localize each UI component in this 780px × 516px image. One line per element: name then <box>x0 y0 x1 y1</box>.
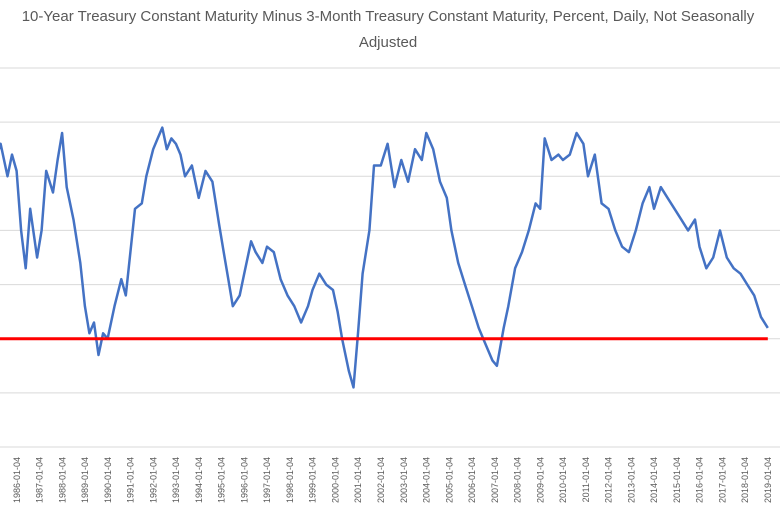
x-tick-label: 2014-01-04 <box>649 457 659 503</box>
chart-title-line1: 10-Year Treasury Constant Maturity Minus… <box>22 8 755 25</box>
x-tick-label: 2001-01-04 <box>353 457 363 503</box>
x-tick-label: 2015-01-04 <box>672 457 682 503</box>
x-tick-label: 1997-01-04 <box>262 457 272 503</box>
chart-title-line2: Adjusted <box>359 34 417 51</box>
x-tick-label: 2007-01-04 <box>490 457 500 503</box>
x-tick-label: 2017-01-04 <box>717 457 727 503</box>
x-tick-label: 1990-01-04 <box>103 457 113 503</box>
x-tick-label: 2012-01-04 <box>604 457 614 503</box>
x-tick-label: 1995-01-04 <box>217 457 227 503</box>
x-tick-label: 2009-01-04 <box>535 457 545 503</box>
gridlines <box>0 67 780 448</box>
x-tick-label: 1996-01-04 <box>239 457 249 503</box>
x-tick-label: 1986-01-04 <box>12 457 22 503</box>
x-tick-label: 1988-01-04 <box>57 457 67 503</box>
x-tick-label: 1989-01-04 <box>80 457 90 503</box>
x-tick-label: 2016-01-04 <box>695 457 705 503</box>
x-tick-label: 2006-01-04 <box>467 457 477 503</box>
x-tick-label: 2002-01-04 <box>376 457 386 503</box>
x-tick-labels: 1986-01-04 1987-01-04 1988-01-04 1989-01-04… <box>12 457 773 503</box>
x-tick-label: 2013-01-04 <box>626 457 636 503</box>
x-tick-label: 2019-01-04 <box>763 457 773 503</box>
x-tick-label: 2004-01-04 <box>422 457 432 503</box>
x-tick-label: 2011-01-04 <box>581 457 591 502</box>
x-tick-label: 2005-01-04 <box>444 457 454 503</box>
x-tick-label: 1998-01-04 <box>285 457 295 503</box>
x-tick-label: 2003-01-04 <box>399 457 409 503</box>
x-tick-label: 1991-01-04 <box>126 457 136 503</box>
series-lines <box>0 126 769 389</box>
x-tick-label: 1992-01-04 <box>148 457 158 503</box>
x-tick-label: 1987-01-04 <box>35 457 45 503</box>
x-tick-label: 2018-01-04 <box>740 457 750 503</box>
x-tick-label: 2008-01-04 <box>513 457 523 503</box>
x-tick-label: 1999-01-04 <box>308 457 318 503</box>
x-tick-label: 1994-01-04 <box>194 457 204 503</box>
x-tick-label: 2000-01-04 <box>330 457 340 503</box>
x-tick-label: 1993-01-04 <box>171 457 181 503</box>
x-tick-label: 2010-01-04 <box>558 457 568 503</box>
spread-series-line <box>0 126 769 389</box>
